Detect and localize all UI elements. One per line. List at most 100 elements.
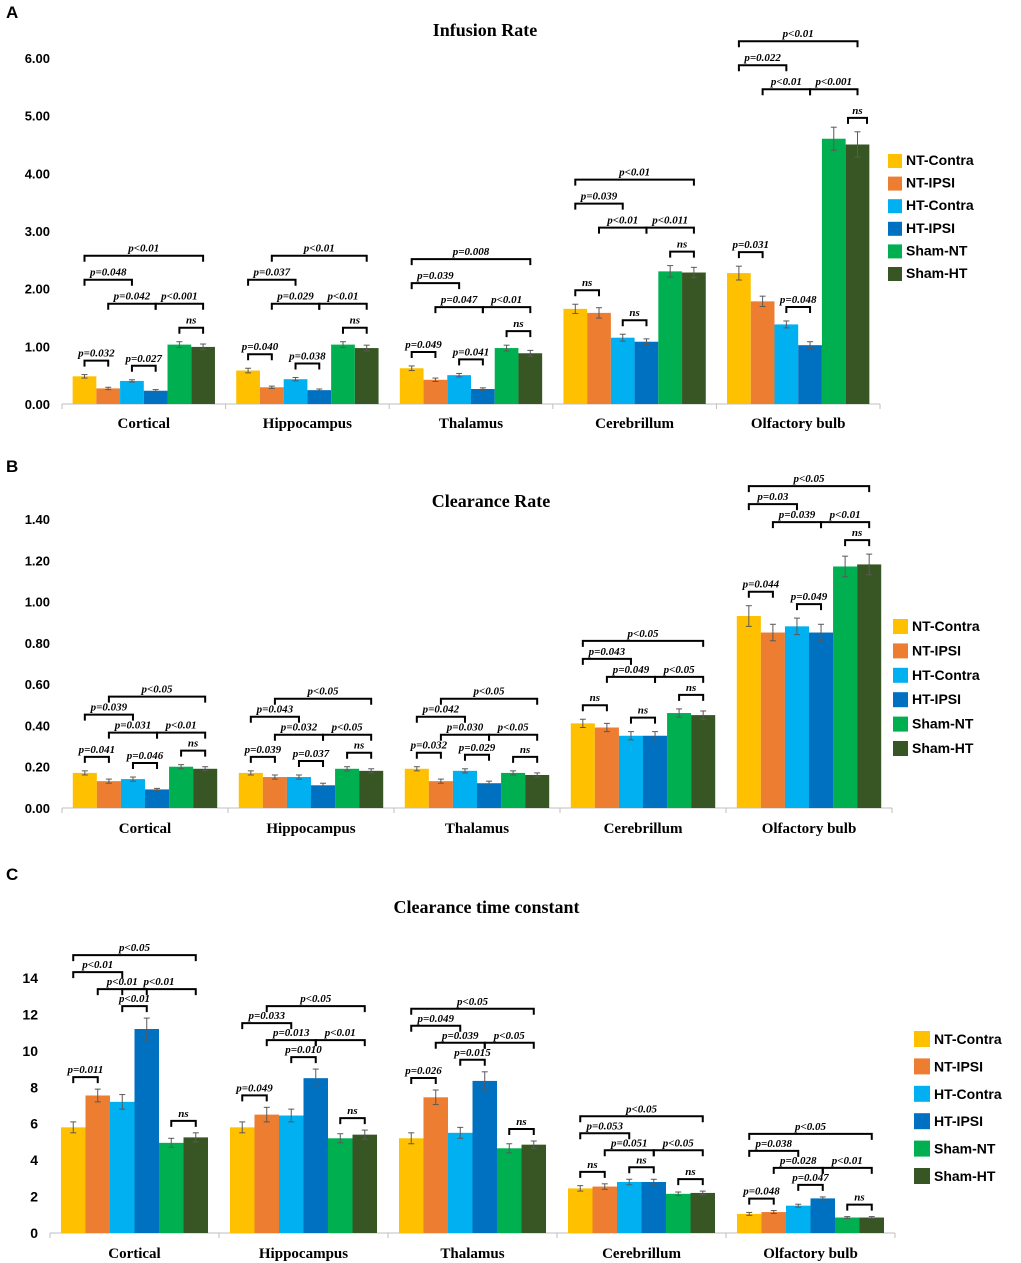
bar-nt-contra — [404, 768, 429, 808]
bar-nt-ipsi — [85, 1095, 110, 1233]
significance-bracket — [483, 1041, 535, 1049]
significance-label: p=0.039 — [580, 191, 618, 203]
legend-label: Sham-HT — [934, 1168, 996, 1184]
bar-sham-nt — [658, 271, 683, 404]
bar-nt-contra — [399, 368, 424, 404]
significance-bracket — [247, 278, 297, 286]
bar-nt-ipsi — [750, 301, 775, 404]
legend-label: HT-Contra — [912, 667, 980, 683]
significance-bracket — [748, 1149, 800, 1157]
y-tick-label: 0.60 — [25, 677, 50, 692]
significance-bracket — [771, 521, 823, 529]
significance-bracket — [290, 1056, 317, 1064]
significance-label: p=0.039 — [244, 744, 282, 756]
significance-bracket — [458, 358, 484, 366]
significance-bracket — [121, 988, 197, 996]
x-category-label: Cerebrillum — [595, 416, 674, 432]
bar-nt-ipsi — [761, 1212, 786, 1233]
significance-label: p=0.048 — [742, 1186, 780, 1198]
legend-label: NT-IPSI — [934, 1058, 983, 1074]
significance-label: ns — [686, 682, 696, 694]
significance-label: p=0.051 — [610, 1137, 648, 1149]
significance-bracket — [481, 306, 532, 314]
significance-bracket — [598, 226, 648, 234]
significance-bracket — [265, 1005, 366, 1013]
significance-label: p=0.046 — [126, 750, 164, 762]
significance-label: p=0.027 — [125, 353, 163, 365]
x-category-label: Cortical — [108, 1246, 160, 1262]
y-tick-label: 2.00 — [25, 282, 50, 297]
significance-bracket — [72, 954, 197, 962]
bar-nt-ipsi — [760, 632, 785, 808]
significance-label: p=0.049 — [612, 664, 650, 676]
significance-bracket — [83, 359, 110, 367]
significance-bracket — [339, 1117, 366, 1125]
significance-label: p<0.05 — [625, 1103, 658, 1115]
significance-bracket — [107, 731, 159, 739]
significance-label: ns — [188, 738, 198, 750]
y-tick-label: 1.00 — [25, 595, 50, 610]
x-category-label: Cortical — [118, 416, 170, 432]
y-tick-label: 12 — [22, 1006, 38, 1022]
legend-swatch — [888, 221, 902, 236]
significance-label: ns — [582, 277, 592, 289]
bar-sham-nt — [328, 1138, 353, 1233]
significance-bracket — [574, 178, 695, 186]
significance-bracket — [249, 755, 276, 763]
significance-bracket — [410, 1024, 462, 1032]
significance-label: p<0.01 — [829, 509, 861, 521]
significance-bracket — [846, 1203, 873, 1211]
bar-sham-nt — [666, 1193, 691, 1233]
significance-label: p=0.039 — [778, 509, 816, 521]
significance-bracket — [809, 88, 859, 96]
bar-ht-contra — [784, 626, 809, 808]
bar-nt-contra — [72, 376, 97, 404]
significance-bracket — [795, 603, 823, 611]
significance-label: p=0.041 — [452, 346, 490, 358]
bar-ht-ipsi — [809, 632, 834, 808]
significance-bracket — [737, 40, 859, 48]
significance-bracket — [154, 302, 205, 310]
significance-label: p=0.042 — [113, 291, 151, 303]
significance-bracket — [581, 639, 705, 647]
significance-label: p<0.05 — [662, 1137, 695, 1149]
significance-bracket — [747, 485, 871, 493]
significance-label: p=0.015 — [453, 1047, 491, 1059]
significance-label: p<0.05 — [794, 1121, 827, 1133]
bar-nt-ipsi — [96, 388, 121, 404]
x-category-label: Hippocampus — [263, 416, 352, 432]
significance-bracket — [820, 521, 871, 529]
bar-sham-nt — [501, 772, 526, 808]
bar-ht-ipsi — [311, 785, 336, 808]
significance-label: p<0.01 — [770, 76, 802, 88]
legend-swatch — [888, 154, 902, 168]
significance-label: ns — [636, 1154, 646, 1166]
chart-panel-c: C Clearance time constant 0 2 4 6 8 10 12 14 Corti… — [6, 865, 1002, 1262]
significance-label: p=0.033 — [247, 1010, 285, 1022]
significance-label: p<0.05 — [299, 993, 332, 1005]
significance-bracket — [654, 675, 705, 683]
significance-bracket — [249, 715, 300, 723]
panel-label: C — [6, 865, 18, 884]
significance-label: p=0.039 — [441, 1030, 479, 1042]
bar-sham-nt — [167, 344, 192, 404]
bar-sham-nt — [331, 344, 355, 404]
significance-label: p=0.011 — [67, 1064, 104, 1076]
bar-nt-contra — [563, 308, 588, 404]
significance-bracket — [341, 326, 368, 334]
significance-label: p<0.05 — [473, 686, 506, 698]
bar-sham-ht — [525, 774, 550, 808]
legend-label: NT-Contra — [934, 1031, 1002, 1047]
significance-label: ns — [854, 1192, 864, 1204]
significance-bracket — [463, 753, 491, 761]
significance-label: p=0.039 — [416, 270, 454, 282]
significance-label: p<0.05 — [497, 722, 530, 734]
significance-label: p<0.01 — [165, 720, 197, 732]
bar-ht-ipsi — [641, 1182, 667, 1233]
significance-bracket — [508, 1128, 535, 1136]
bar-sham-ht — [857, 564, 882, 808]
legend-label: NT-IPSI — [906, 175, 955, 191]
significance-label: p=0.037 — [253, 267, 291, 279]
significance-bracket — [273, 733, 325, 741]
significance-bracket — [72, 971, 124, 979]
